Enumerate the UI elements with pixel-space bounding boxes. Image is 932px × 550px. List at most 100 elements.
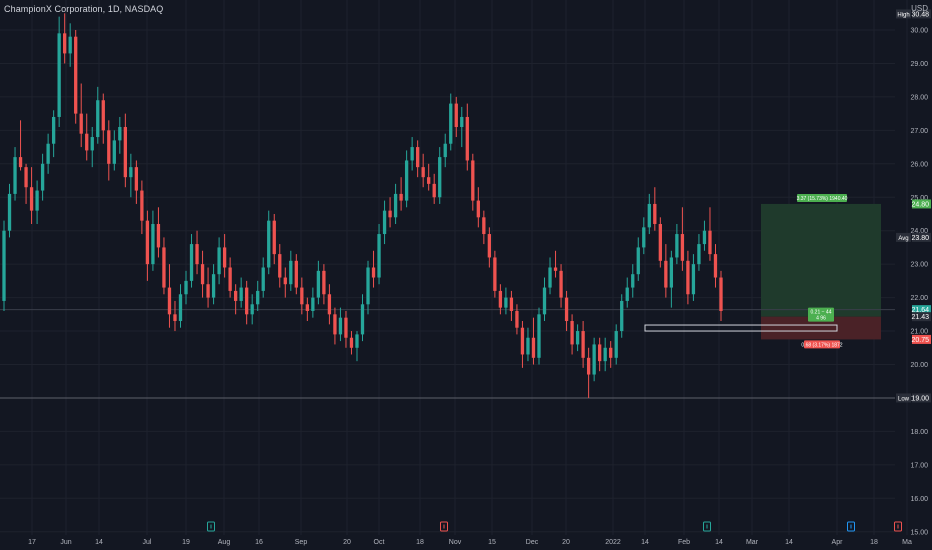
- price-marker-value: 19.00: [911, 395, 929, 402]
- price-marker-bg: [912, 232, 931, 242]
- price-tick-label: 27.00: [910, 128, 928, 135]
- candle: [526, 327, 530, 362]
- candle-body: [542, 287, 547, 315]
- candle: [443, 133, 447, 168]
- high-low-lines: [0, 309, 895, 399]
- candle: [487, 227, 492, 268]
- stop-label-bg: [804, 340, 840, 349]
- candle: [167, 264, 172, 328]
- candle-body: [449, 103, 453, 144]
- candle: [393, 183, 398, 225]
- event-marker-frame: [207, 521, 215, 532]
- time-tick-label: 18: [870, 539, 878, 546]
- candle: [548, 257, 552, 295]
- candle: [410, 137, 414, 171]
- candle-body: [35, 190, 39, 211]
- price-tick-label: 20.00: [910, 362, 928, 369]
- candle: [195, 230, 199, 275]
- entry-range-box[interactable]: [644, 324, 838, 332]
- candle: [614, 324, 618, 365]
- candle: [713, 244, 718, 288]
- candle: [653, 187, 657, 231]
- price-marker-value: 23.80: [911, 235, 929, 242]
- candle-body: [256, 290, 260, 305]
- entry-label: 0.21 − 444 96: [808, 307, 834, 322]
- event-marker-frame: [894, 521, 902, 532]
- candle-body: [96, 100, 100, 138]
- price-tick-label: 15.00: [910, 529, 928, 536]
- price-tick-label: 26.00: [910, 161, 928, 168]
- candle: [355, 331, 359, 362]
- price-tick-label: 18.00: [910, 429, 928, 436]
- candle: [129, 153, 133, 198]
- candle-body: [261, 267, 265, 291]
- candle-body: [482, 217, 486, 235]
- candle: [145, 210, 150, 281]
- time-tick-label: 20: [562, 539, 570, 546]
- price-marker-value: 30.48: [911, 11, 929, 18]
- entry-label-text: 0.21 − 44: [811, 310, 832, 316]
- event-marker-icon: [847, 521, 855, 532]
- candle: [515, 304, 519, 335]
- candle-body: [570, 321, 574, 345]
- time-tick-label: Feb: [678, 539, 690, 546]
- candle-body: [454, 103, 458, 128]
- candle-body: [537, 314, 541, 358]
- candles: [2, 13, 723, 398]
- candle-body: [675, 234, 679, 258]
- position-tool[interactable]: [644, 203, 881, 340]
- candle-body: [531, 337, 536, 358]
- candle-body: [636, 247, 640, 275]
- candle-body: [493, 257, 497, 291]
- candle-body: [465, 116, 469, 161]
- candle-body: [460, 116, 464, 128]
- time-tick-label: Apr: [832, 539, 844, 546]
- candle: [460, 106, 464, 148]
- profit-zone[interactable]: [761, 203, 881, 317]
- candle: [250, 294, 254, 325]
- candle: [322, 264, 326, 305]
- price-marker-tag: Avg: [898, 236, 908, 242]
- candle: [415, 140, 420, 178]
- event-markers[interactable]: [207, 521, 902, 532]
- candle: [134, 160, 139, 204]
- time-tick-label: Jul: [143, 539, 152, 546]
- candle-body: [625, 287, 629, 301]
- candle-body: [575, 331, 580, 345]
- loss-zone[interactable]: [761, 316, 881, 340]
- candle-body: [360, 304, 365, 335]
- price-marker-tag-bg: [896, 393, 911, 403]
- candle: [222, 234, 227, 278]
- candle-body: [245, 287, 249, 315]
- candle: [636, 237, 640, 281]
- candle: [349, 331, 354, 355]
- candle: [509, 290, 514, 322]
- candle-body: [399, 193, 403, 201]
- candle: [344, 310, 348, 348]
- candle-body: [520, 327, 525, 355]
- candle: [35, 180, 39, 225]
- candle-body: [85, 133, 89, 151]
- candle: [664, 244, 668, 298]
- candle-body: [427, 177, 431, 184]
- candle: [18, 120, 23, 171]
- candle-body: [333, 314, 337, 335]
- candle-body: [586, 357, 591, 375]
- candle-body: [90, 137, 94, 151]
- time-tick-label: 20: [343, 539, 351, 546]
- candle: [289, 250, 293, 291]
- candle: [575, 324, 580, 352]
- price-axis[interactable]: 30.00 29.00 28.00 27.00 26.00 25.00 24.00 23.00…: [896, 9, 931, 536]
- candle: [691, 254, 696, 301]
- time-axis[interactable]: 17 Jun 14 Jul 19 Aug 16 Sep 20 Oct 18 Nov 15 Dec 20 202…: [28, 539, 912, 546]
- candle: [471, 153, 475, 211]
- candle-body: [118, 127, 122, 141]
- price-marker: 21.64: [911, 305, 931, 315]
- candle: [245, 280, 249, 325]
- candle: [708, 207, 712, 261]
- candle-body: [338, 317, 343, 335]
- candle-body: [24, 167, 28, 188]
- candle: [162, 237, 166, 295]
